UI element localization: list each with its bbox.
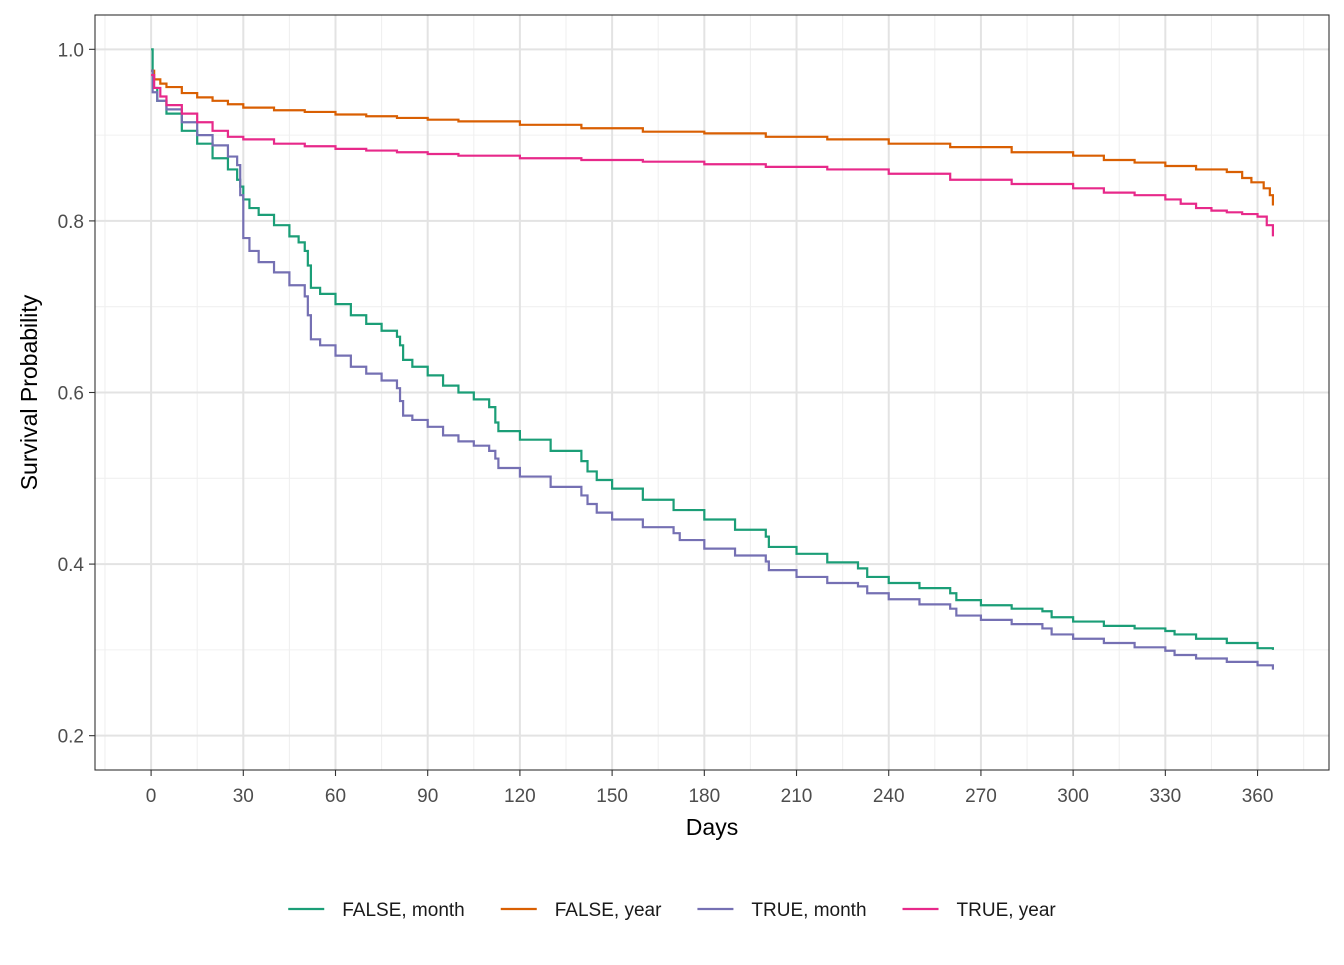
series-line-true-month [151, 69, 1275, 670]
legend-label: FALSE, year [555, 900, 662, 921]
legend-label: FALSE, month [342, 900, 465, 921]
x-tick-label: 240 [873, 786, 905, 807]
y-tick-label: 0.6 [58, 384, 84, 405]
legend-item: TRUE, year [902, 900, 1057, 921]
series-line-true-year [151, 73, 1275, 237]
legend-label: TRUE, year [957, 900, 1057, 921]
x-tick-label: 210 [781, 786, 813, 807]
grid-major [95, 15, 1329, 770]
series-line-false-year [151, 69, 1275, 206]
x-tick-label: 180 [688, 786, 720, 807]
series-layer [151, 48, 1275, 670]
legend-label: TRUE, month [751, 900, 866, 921]
y-tick-label: 0.2 [58, 727, 84, 748]
x-tick-label: 270 [965, 786, 997, 807]
x-tick-label: 120 [504, 786, 536, 807]
x-tick-label: 360 [1242, 786, 1274, 807]
x-tick-label: 300 [1057, 786, 1089, 807]
y-tick-label: 0.8 [58, 212, 84, 233]
x-tick-label: 30 [233, 786, 254, 807]
x-axis-title: Days [686, 814, 738, 840]
axis-ticks [89, 48, 1259, 776]
x-tick-label: 90 [417, 786, 438, 807]
x-tick-label: 330 [1149, 786, 1181, 807]
legend-item: TRUE, month [697, 900, 867, 921]
legend-item: FALSE, year [500, 900, 662, 921]
x-tick-label: 0 [146, 786, 157, 807]
y-tick-label: 0.4 [58, 555, 85, 576]
legend-item: FALSE, month [288, 900, 465, 921]
y-tick-label: 1.0 [58, 40, 84, 61]
x-tick-labels: 0 30 60 90 120 150 180 210 240 270 300 330 360 [146, 786, 1274, 807]
y-axis-title: Survival Probability [16, 294, 42, 490]
x-tick-label: 150 [596, 786, 628, 807]
series-line-false-month [151, 48, 1275, 650]
x-tick-label: 60 [325, 786, 346, 807]
y-tick-labels: 0.2 0.4 0.6 0.8 1.0 [58, 40, 85, 747]
legend: FALSE, month FALSE, year TRUE, month TRUE, … [288, 900, 1056, 921]
